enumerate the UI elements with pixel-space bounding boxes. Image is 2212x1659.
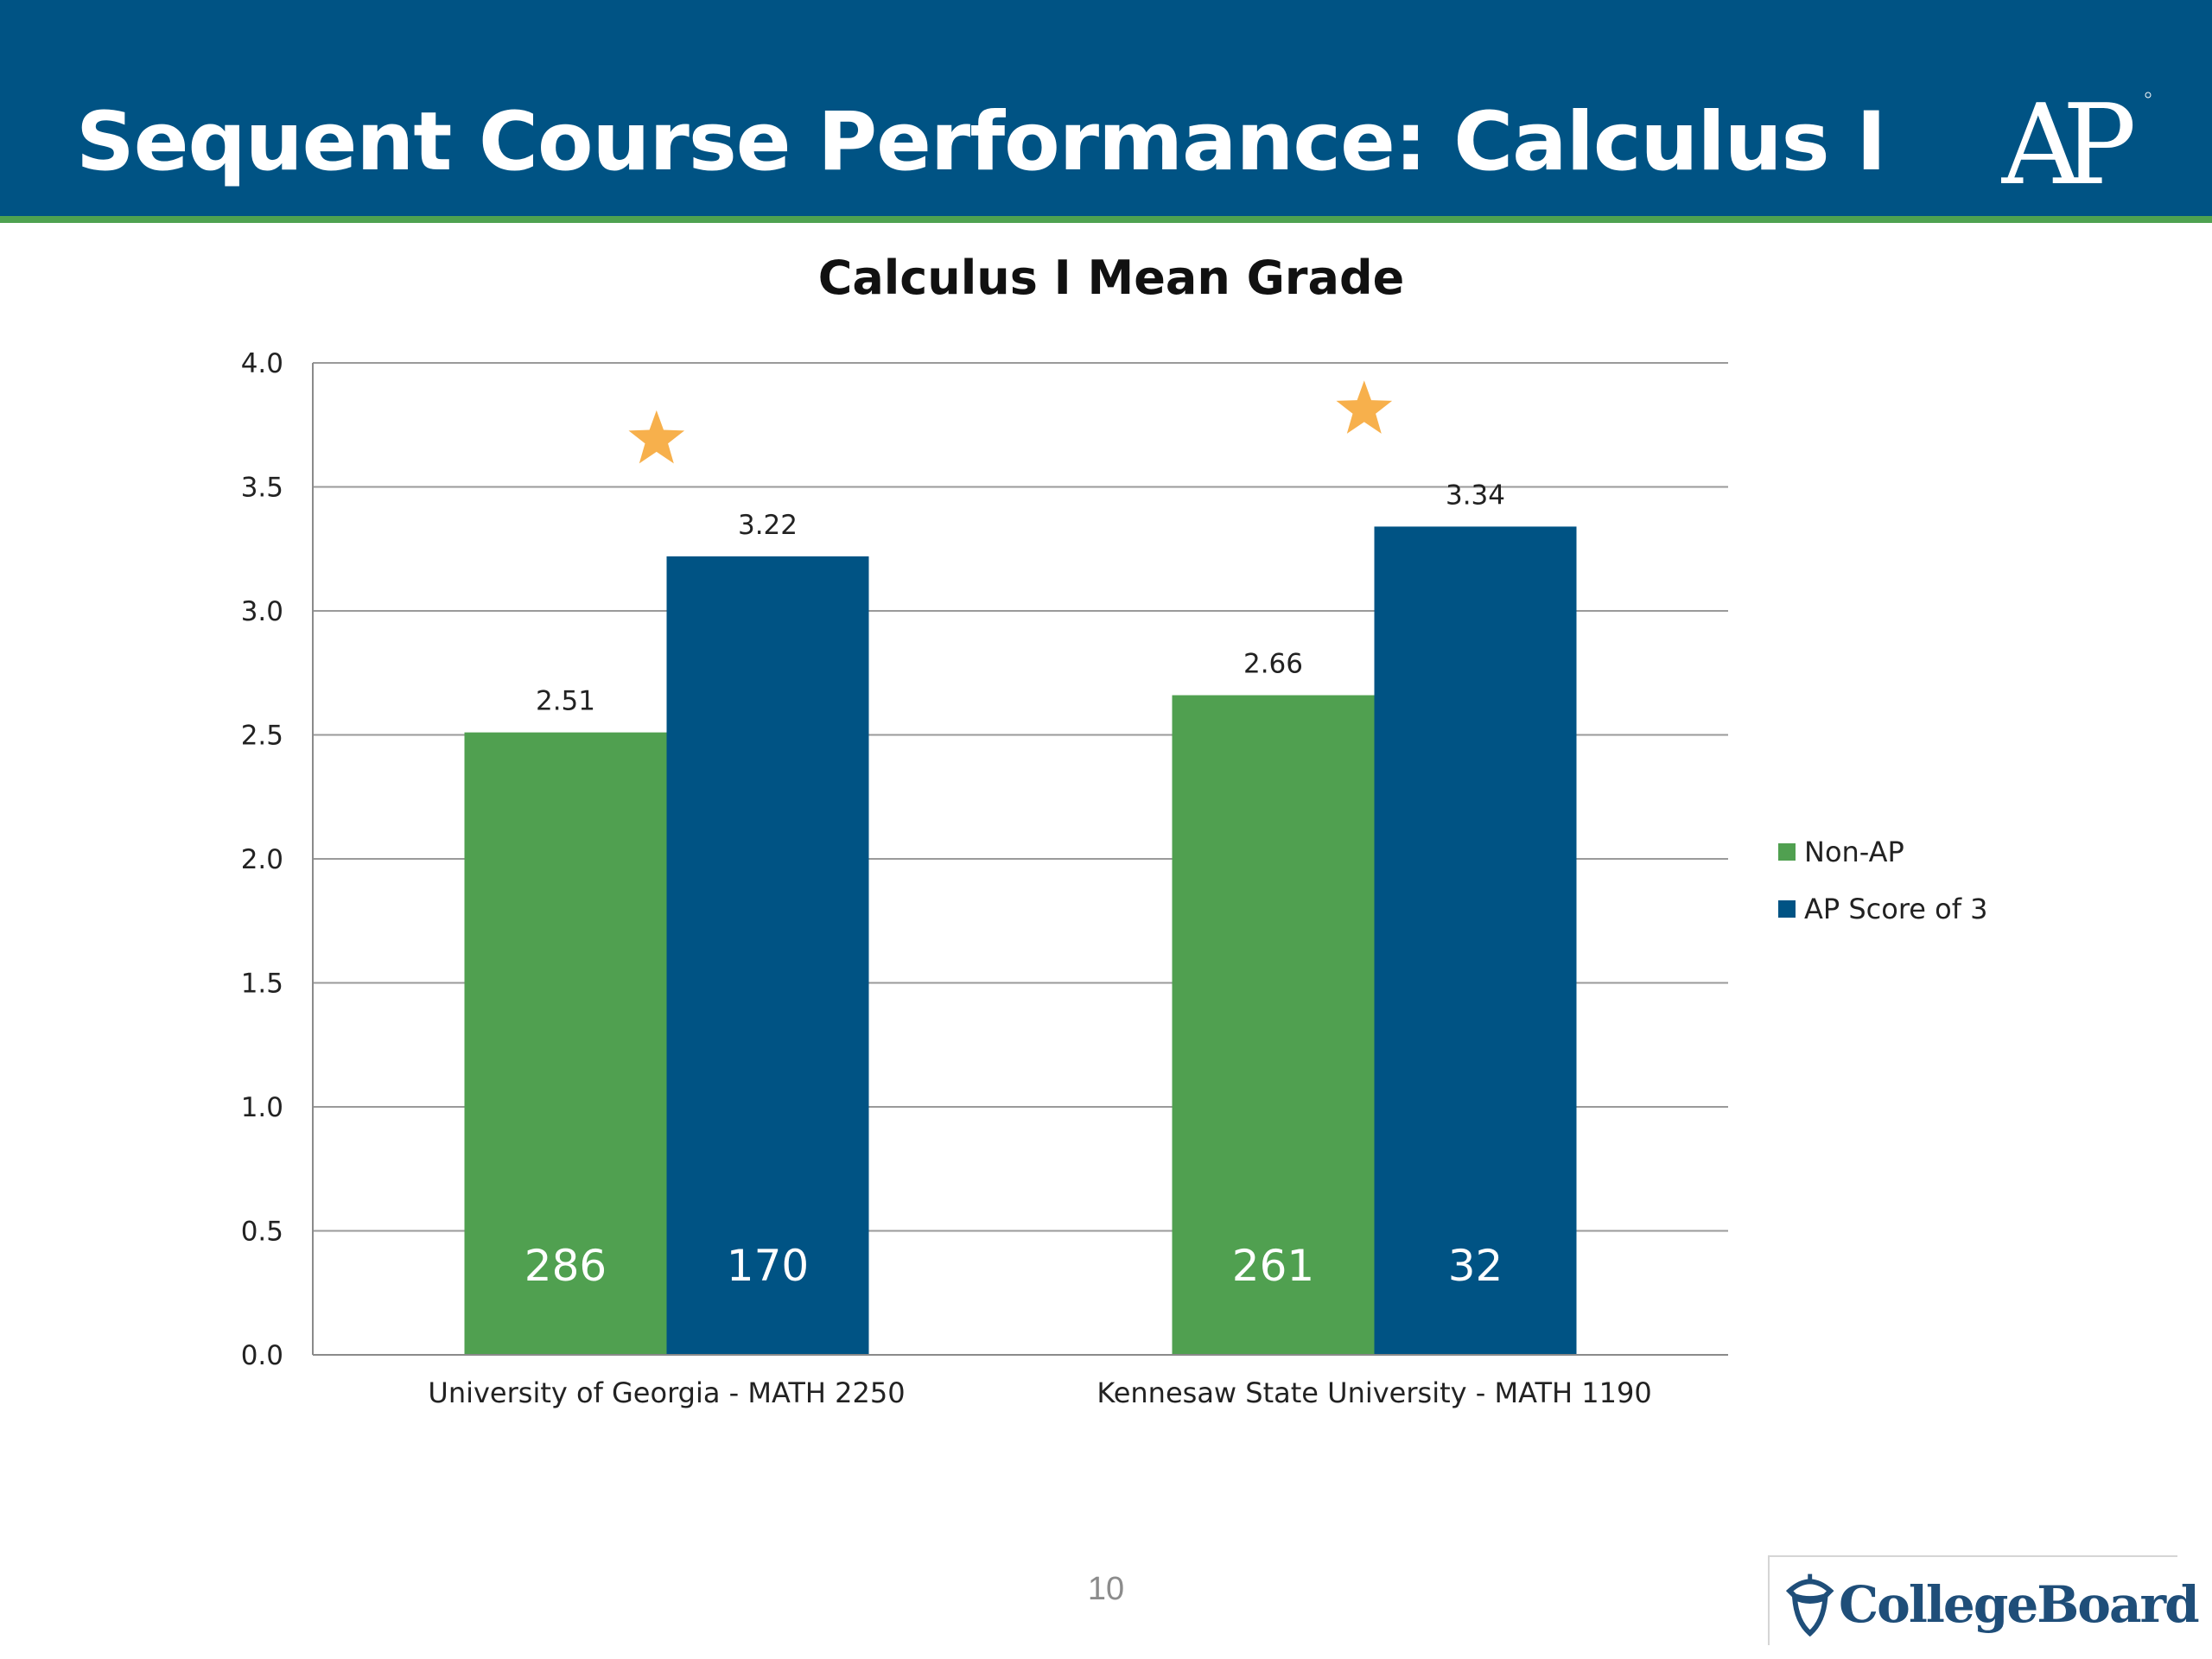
bar-chart: Calculus I Mean Grade 0.0 0.5 1.0 1.5 2.0 2.5… xyxy=(0,233,2212,1443)
y-tick-label: 2.0 xyxy=(241,844,283,875)
data-label: 2.51 xyxy=(536,686,595,717)
collegeboard-logo: CollegeBoard xyxy=(1768,1555,2200,1645)
star-icon xyxy=(1336,380,1393,434)
y-tick-label: 4.0 xyxy=(241,348,283,379)
legend-swatch-ap xyxy=(1778,900,1796,918)
y-tick-label: 2.5 xyxy=(241,721,283,752)
collegeboard-wordmark: CollegeBoard xyxy=(1839,1575,2200,1634)
bar-ap xyxy=(1374,526,1577,1355)
data-label: 2.66 xyxy=(1243,649,1303,680)
slide-title: Sequent Course Performance: Calculus I xyxy=(76,95,1886,189)
ap-logo: AP xyxy=(2001,86,2157,194)
page-number: 10 xyxy=(1087,1571,1125,1607)
y-tick-label: 1.5 xyxy=(241,969,283,1000)
acorn-icon xyxy=(1785,1579,1834,1637)
data-label: 3.34 xyxy=(1446,480,1505,511)
count-label: 32 xyxy=(1448,1241,1503,1291)
count-label: 286 xyxy=(524,1241,607,1291)
legend-swatch-non-ap xyxy=(1778,843,1796,861)
bar-non-ap xyxy=(1172,695,1375,1355)
legend-label-ap: AP Score of 3 xyxy=(1804,893,1988,925)
y-tick-label: 0.5 xyxy=(241,1217,283,1248)
star-icon xyxy=(628,410,685,464)
legend-label-non-ap: Non-AP xyxy=(1804,836,1904,868)
header-accent-rule xyxy=(0,216,2212,223)
x-category-label: University of Georgia - MATH 2250 xyxy=(428,1376,905,1409)
chart-title: Calculus I Mean Grade xyxy=(818,251,1405,305)
y-tick-label: 3.0 xyxy=(241,596,283,627)
count-label: 170 xyxy=(727,1241,809,1291)
bar-non-ap xyxy=(464,732,667,1355)
data-label: 3.22 xyxy=(738,510,798,541)
ap-logo-text: AP xyxy=(2001,86,2133,194)
y-tick-label: 3.5 xyxy=(241,473,283,504)
count-label: 261 xyxy=(1232,1241,1314,1291)
y-tick-label: 0.0 xyxy=(241,1340,283,1371)
x-category-label: Kennesaw State University - MATH 1190 xyxy=(1096,1376,1651,1409)
slide-header xyxy=(0,0,2212,216)
bar-ap xyxy=(666,556,869,1355)
y-tick-label: 1.0 xyxy=(241,1092,283,1123)
